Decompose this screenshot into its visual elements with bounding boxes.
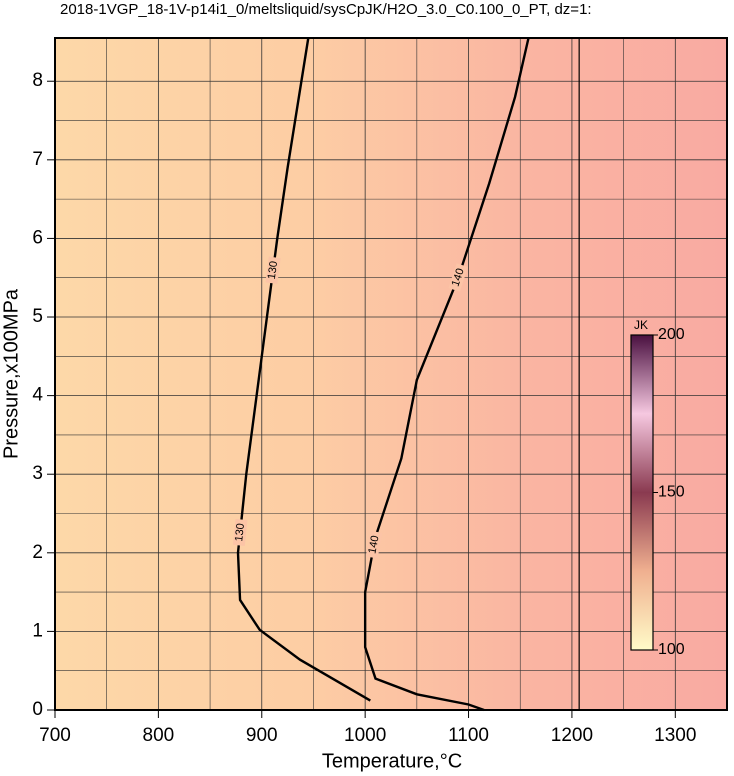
contour-label: 130: [266, 260, 280, 280]
plot-frame: [54, 37, 728, 711]
x-tick-label: 700: [39, 725, 71, 746]
y-tick-label: 4: [32, 385, 43, 406]
contour-label-group: 130: [232, 518, 248, 547]
y-tick-label: 7: [32, 149, 43, 170]
y-tick-label: 5: [32, 306, 43, 327]
y-tick-label: 3: [32, 463, 43, 484]
contour-label: 140: [366, 535, 381, 555]
contour-label: 130: [233, 523, 247, 543]
x-tick-label: 800: [143, 725, 175, 746]
colorbar-tick-label: 200: [658, 326, 685, 343]
y-tick-label: 8: [32, 70, 43, 91]
colorbar-tick-label: 150: [658, 484, 685, 501]
x-tick-label: 900: [246, 725, 278, 746]
colorbar-tick-label: 100: [658, 641, 685, 658]
x-tick-label: 1200: [551, 725, 593, 746]
y-tick-label: 2: [32, 542, 43, 563]
x-tick-label: 1100: [448, 725, 489, 746]
contour-line: [236, 37, 371, 702]
y-axis-label: Pressure,x100MPa: [0, 288, 22, 459]
plot-background: [55, 38, 727, 710]
contour-label-group: 140: [448, 263, 469, 292]
contour-label-bg: [232, 518, 248, 547]
x-axis-label: Temperature,°C: [322, 750, 462, 772]
y-tick-label: 6: [32, 227, 43, 248]
y-tick-label: 1: [32, 620, 43, 641]
chart-title: 2018-1VGP_18-1V-p14i1_0/meltsliquid/sysC…: [60, 1, 592, 18]
x-tick-label: 1300: [654, 725, 696, 746]
contour-label-group: 140: [365, 530, 383, 559]
colorbar: [630, 334, 654, 651]
y-tick-label: 0: [32, 699, 43, 720]
x-tick-label: 1000: [344, 725, 386, 746]
contour-label-bg: [365, 530, 383, 559]
contour-label: 140: [450, 267, 467, 288]
contour-label-group: 130: [265, 256, 281, 284]
contour-label-bg: [265, 256, 281, 284]
contour-label-bg: [448, 263, 469, 292]
colorbar-label: JK: [634, 318, 648, 332]
